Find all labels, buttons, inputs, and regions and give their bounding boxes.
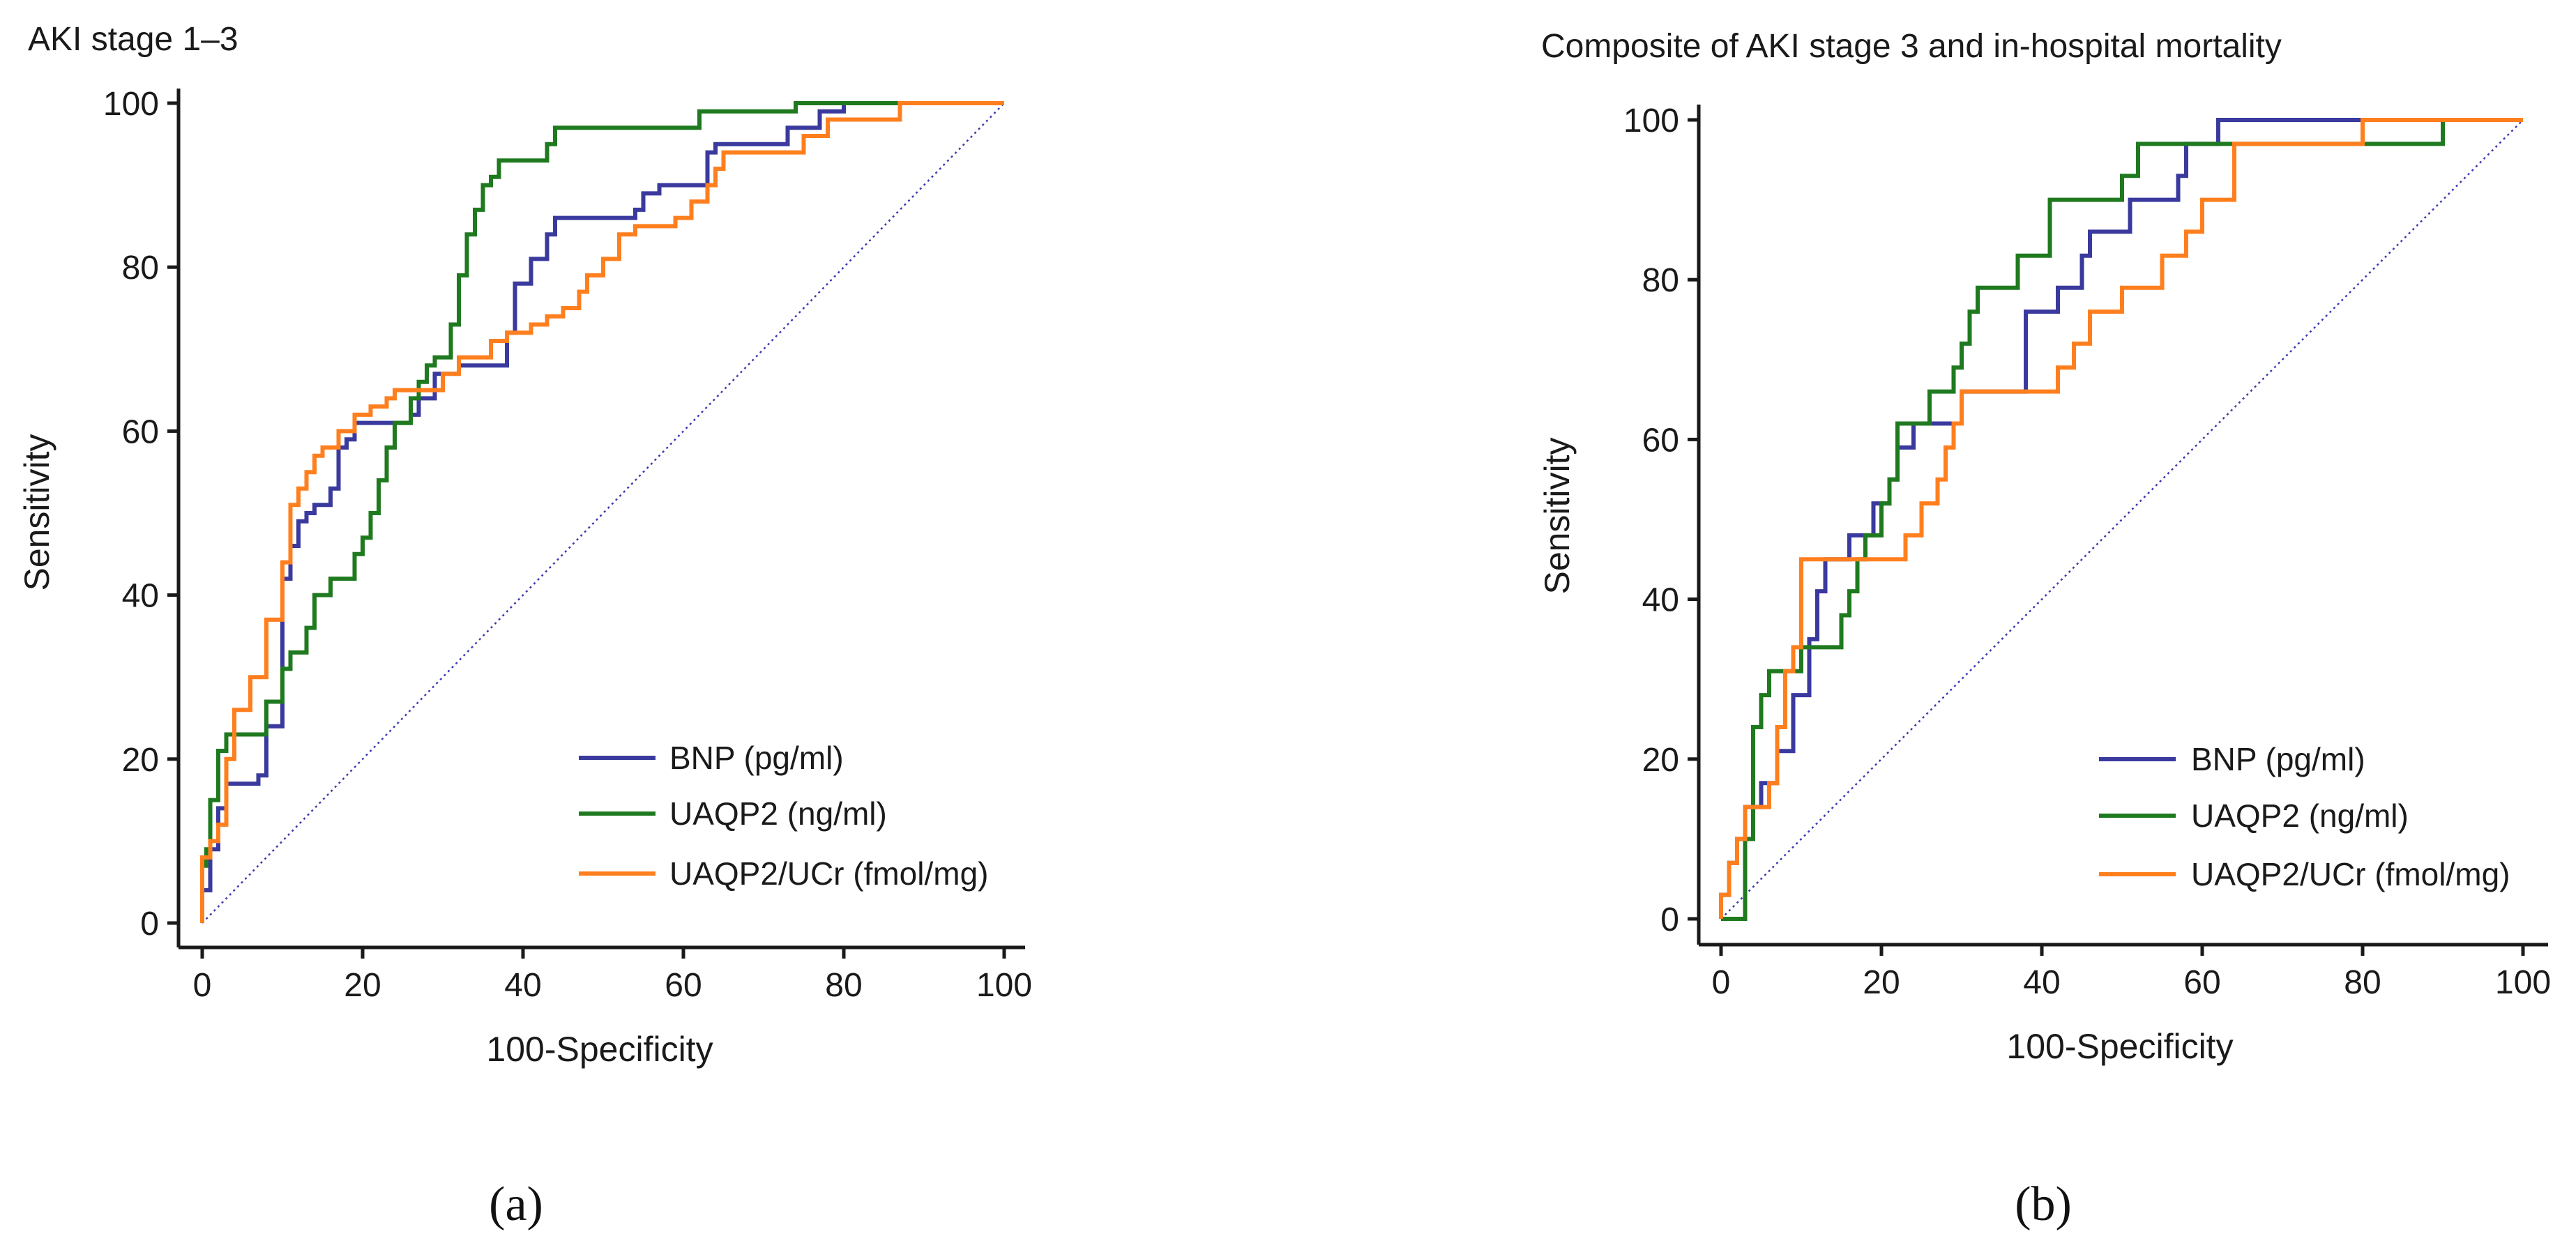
panel-a-ylabel: Sensitivity — [17, 434, 56, 590]
panel-b-x-tick-label-0: 0 — [1712, 964, 1731, 1001]
panel-b-series — [1719, 118, 2523, 921]
panel-b-roc-uaqp2 — [1721, 118, 2523, 921]
panel-a-reference-line — [202, 102, 1005, 924]
panel-b-xlabel: 100-Specificity — [2006, 1027, 2233, 1066]
panel-b-y-tick-label-100: 100 — [1623, 102, 1679, 139]
panel-a-x-tick-label-40: 40 — [504, 967, 541, 1004]
panel-a-x-tick-label-80: 80 — [825, 967, 862, 1004]
panel-a-y-tick-label-80: 80 — [122, 250, 159, 287]
panel-a-legend-label-uaqp2-ucr: UAQP2/UCr (fmol/mg) — [669, 855, 988, 892]
panel-b-legend: BNP (pg/ml) UAQP2 (ng/ml) UAQP2/UCr (fmo… — [2099, 741, 2510, 892]
panel-a-title: AKI stage 1–3 — [28, 21, 238, 58]
panel-a-xlabel: 100-Specificity — [486, 1030, 713, 1069]
panel-a-y-tick-label-60: 60 — [122, 413, 159, 450]
panel-b-roc-uaqp2-ucr — [1719, 118, 2523, 919]
panel-a-ticks: 0 20 40 60 80 100 0 20 40 60 80 100 — [103, 86, 1032, 1004]
panel-a-y-tick-label-100: 100 — [103, 86, 159, 123]
panel-b-y-tick-label-40: 40 — [1642, 582, 1679, 619]
panel-a-roc-uaqp2-ucr — [200, 101, 1004, 923]
panel-b-title: Composite of AKI stage 3 and in-hospital… — [1541, 28, 2282, 65]
panel-a-label: (a) — [489, 1177, 543, 1231]
panel-a-x-tick-label-0: 0 — [193, 967, 212, 1004]
panel-a-y-tick-label-40: 40 — [122, 578, 159, 615]
panel-b-x-tick-label-20: 20 — [1863, 964, 1900, 1001]
panel-b-x-tick-label-100: 100 — [2495, 964, 2551, 1001]
panel-b-x-tick-label-60: 60 — [2183, 964, 2220, 1001]
panel-a-legend: BNP (pg/ml) UAQP2 (ng/ml) UAQP2/UCr (fmo… — [579, 740, 988, 892]
panel-b-y-tick-label-80: 80 — [1642, 262, 1679, 299]
panel-a-chart: AKI stage 1–3 Sensitivity 100-Specificit… — [17, 21, 1032, 1231]
panel-a-x-tick-label-60: 60 — [665, 967, 702, 1004]
panel-b-legend-label-uaqp2-ucr: UAQP2/UCr (fmol/mg) — [2191, 856, 2510, 892]
panel-a-roc-uaqp2 — [200, 101, 1004, 923]
panel-a-y-tick-label-20: 20 — [122, 742, 159, 779]
panel-a-roc-bnp — [200, 101, 1004, 923]
panel-a-x-tick-label-100: 100 — [976, 967, 1032, 1004]
panel-b-chart: Composite of AKI stage 3 and in-hospital… — [1538, 28, 2551, 1231]
panel-a-legend-label-uaqp2: UAQP2 (ng/ml) — [669, 795, 887, 832]
panel-b-legend-label-uaqp2: UAQP2 (ng/ml) — [2191, 798, 2409, 834]
panel-b-y-tick-label-20: 20 — [1642, 742, 1679, 779]
panel-b-legend-label-bnp: BNP (pg/ml) — [2191, 741, 2365, 777]
panel-b-reference-line — [1720, 119, 2524, 920]
panel-b-x-tick-label-80: 80 — [2344, 964, 2381, 1001]
panel-b-ylabel: Sensitivity — [1538, 437, 1577, 594]
panel-b-y-tick-label-60: 60 — [1642, 422, 1679, 459]
panel-a-legend-label-bnp: BNP (pg/ml) — [669, 740, 844, 776]
panel-a-x-tick-label-20: 20 — [344, 967, 381, 1004]
panel-b-y-tick-label-0: 0 — [1660, 901, 1679, 938]
panel-b-label: (b) — [2015, 1177, 2072, 1231]
panel-a-y-tick-label-0: 0 — [140, 906, 159, 943]
panel-b-x-tick-label-40: 40 — [2023, 964, 2060, 1001]
panel-a-series — [200, 101, 1004, 923]
panel-b-ticks: 0 20 40 60 80 100 0 20 40 60 80 100 — [1623, 102, 2551, 1001]
